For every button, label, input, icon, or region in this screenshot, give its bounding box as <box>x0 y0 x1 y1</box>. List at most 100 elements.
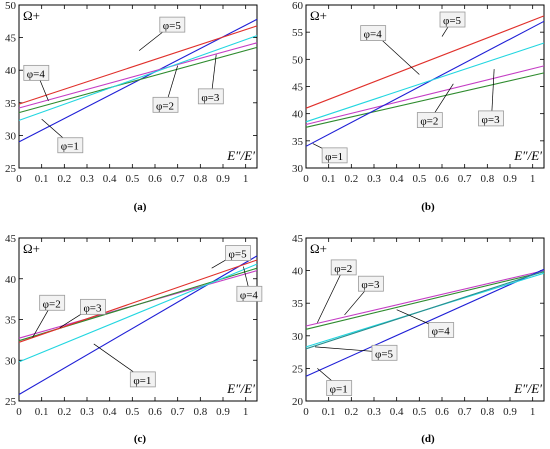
curve-label: φ=1 <box>325 151 343 163</box>
y-tick-label: 20 <box>292 396 304 408</box>
chart-panel: 0 0.1 0.2 0.3 0.4 0.5 0.6 0.7 0.8 0.9 1 30 35 40 45 50 5… <box>292 0 545 213</box>
x-tick-label: 0.5 <box>412 406 426 418</box>
y-tick-label: 25 <box>5 396 17 408</box>
curve-label: φ=2 <box>43 298 61 310</box>
curve-label: φ=5 <box>375 348 394 360</box>
curve-label-box <box>57 137 84 154</box>
panel-caption: (d) <box>421 433 435 445</box>
x-tick-label: 0.9 <box>216 406 230 418</box>
label-leader <box>317 266 345 323</box>
x-tick-label: 1 <box>530 173 536 185</box>
x-tick-label: 1 <box>243 173 249 185</box>
x-tick-label: 0.9 <box>503 173 517 185</box>
curve-label-box <box>152 96 179 113</box>
x-tick-label: 0.5 <box>412 173 426 185</box>
curve-label-box <box>360 25 387 42</box>
curve-label-box <box>80 298 106 315</box>
curve-label: φ=4 <box>27 68 46 80</box>
series-line <box>18 42 258 109</box>
curve-label: φ=1 <box>330 384 348 396</box>
curve-label: φ=1 <box>133 375 151 387</box>
curve-label: φ=3 <box>83 302 102 314</box>
x-tick-label: 0.2 <box>57 173 71 185</box>
y-tick-label: 40 <box>292 109 304 121</box>
y-tick-label: 50 <box>5 0 17 12</box>
plot-frame <box>18 4 258 169</box>
y-tick-label: 25 <box>292 363 304 375</box>
x-tick-label: 0.1 <box>35 406 49 418</box>
x-tick-label: 0.9 <box>216 173 230 185</box>
x-tick-label: 0.1 <box>322 406 336 418</box>
x-tick-label: 0.2 <box>344 173 358 185</box>
y-tick-label: 45 <box>292 82 304 94</box>
curve-label-box <box>321 147 348 164</box>
curve-label: φ=3 <box>482 114 501 126</box>
x-tick-label: 0.8 <box>193 173 207 185</box>
label-leader <box>491 69 495 118</box>
y-tick-label: 55 <box>292 27 304 39</box>
series-line <box>18 18 258 143</box>
series-line <box>305 20 545 147</box>
y-axis-label: Ω+ <box>310 241 327 256</box>
curve-label-box <box>129 371 156 388</box>
chart-panel: 0 0.1 0.2 0.3 0.4 0.5 0.6 0.7 0.8 0.9 1 25 30 35 40 45 Ω… <box>5 233 263 445</box>
y-tick-label: 60 <box>292 0 304 12</box>
x-tick-label: 0.4 <box>390 406 404 418</box>
x-tick-label: 0 <box>303 173 309 185</box>
series-line <box>18 255 258 395</box>
y-tick-label: 25 <box>5 163 17 175</box>
x-axis-label: E″/E′ <box>513 148 542 163</box>
x-tick-label: 0.3 <box>80 406 94 418</box>
x-axis-label: E″/E′ <box>226 381 255 396</box>
series-line <box>305 65 545 126</box>
x-tick-label: 0.8 <box>193 406 207 418</box>
series-line <box>305 42 545 123</box>
x-tick-label: 0.5 <box>125 406 139 418</box>
y-tick-label: 40 <box>5 65 17 77</box>
series-line <box>305 270 545 327</box>
x-tick-label: 0.7 <box>171 173 185 185</box>
curve-label-box <box>236 285 263 302</box>
series-line <box>18 259 258 343</box>
curve-label: φ=2 <box>420 116 438 128</box>
chart-panel: 0 0.1 0.2 0.3 0.4 0.5 0.6 0.7 0.8 0.9 1 25 30 35 40 45 5… <box>5 0 258 213</box>
series-line <box>18 263 258 363</box>
curve-label-box <box>428 322 455 338</box>
x-tick-label: 0.2 <box>57 406 71 418</box>
series-line <box>305 72 545 128</box>
curve-label-box <box>326 380 353 396</box>
x-tick-label: 0.3 <box>367 173 381 185</box>
x-tick-label: 0.6 <box>435 173 449 185</box>
curve-label: φ=4 <box>432 325 451 337</box>
curve-label: φ=5 <box>229 249 248 261</box>
series-line <box>18 35 258 121</box>
x-axis-label: E″/E′ <box>513 381 542 396</box>
x-tick-label: 0.9 <box>503 406 517 418</box>
panel-caption: (c) <box>134 433 147 445</box>
curve-label-box <box>39 294 66 311</box>
curve-label: φ=3 <box>201 92 220 104</box>
y-tick-label: 35 <box>292 136 304 148</box>
curve-label: φ=2 <box>334 263 352 275</box>
x-tick-label: 0.1 <box>35 173 49 185</box>
curve-label: φ=5 <box>163 20 182 32</box>
curve-label: φ=2 <box>156 100 174 112</box>
x-tick-label: 0.8 <box>480 406 494 418</box>
x-tick-label: 0.6 <box>148 173 162 185</box>
x-tick-label: 0.8 <box>480 173 494 185</box>
x-tick-label: 1 <box>243 406 249 418</box>
x-tick-label: 0.1 <box>322 173 336 185</box>
y-tick-label: 45 <box>5 33 17 45</box>
curve-label-box <box>225 245 251 261</box>
series-line <box>305 268 545 377</box>
x-tick-label: 0.4 <box>103 173 117 185</box>
curve-label-box <box>371 344 398 361</box>
curve-label: φ=4 <box>364 29 383 41</box>
x-tick-label: 1 <box>530 406 536 418</box>
curve-label-box <box>416 112 443 128</box>
y-tick-label: 45 <box>292 233 304 245</box>
curve-label-box <box>478 110 504 127</box>
x-axis-label: E″/E′ <box>226 148 255 163</box>
x-tick-label: 0.3 <box>80 173 94 185</box>
